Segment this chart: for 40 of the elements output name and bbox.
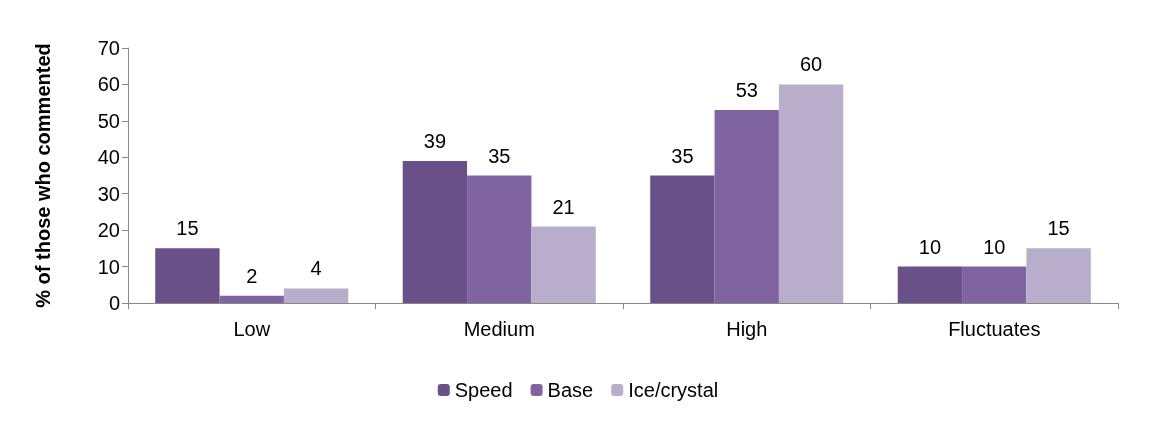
bar [531,226,596,303]
x-tick-label: Fluctuates [948,318,1041,340]
bar [778,84,844,303]
bar [1026,248,1091,303]
bar [714,109,779,303]
data-label: 60 [799,53,823,76]
legend-label: Ice/crystal [628,379,719,401]
data-label: 35 [488,144,511,167]
bar [467,175,532,303]
bar [155,248,220,303]
data-label: 2 [246,264,258,287]
bar [650,175,715,303]
y-tick-label: 60 [97,73,120,96]
data-label: 4 [310,257,322,280]
data-label: 10 [983,235,1006,258]
bar [283,288,349,303]
y-tick-label: 70 [97,37,120,59]
y-tick-label: 50 [97,109,120,132]
y-tick-label: 10 [97,255,120,278]
data-label: 15 [176,217,199,240]
y-tick-label: 20 [97,219,120,242]
bar [219,295,284,303]
data-label: 53 [735,78,758,101]
data-label: 15 [1047,217,1070,240]
y-tick-label: 30 [97,182,120,205]
legend-label: Speed [454,379,513,401]
data-label: 39 [423,129,447,152]
x-tick-label: Low [233,318,271,340]
y-tick-label: 0 [108,292,120,314]
bar [962,266,1027,303]
y-tick-label: 40 [97,146,120,169]
data-label: 21 [552,195,575,218]
bar [402,160,468,303]
x-tick-label: High [726,318,768,340]
data-label: 10 [918,235,942,258]
x-tick-label: Medium [463,318,535,340]
data-label: 35 [671,144,694,167]
y-axis-title: % of those who commented [32,43,54,308]
legend-label: Base [547,379,594,401]
bar [897,266,963,303]
